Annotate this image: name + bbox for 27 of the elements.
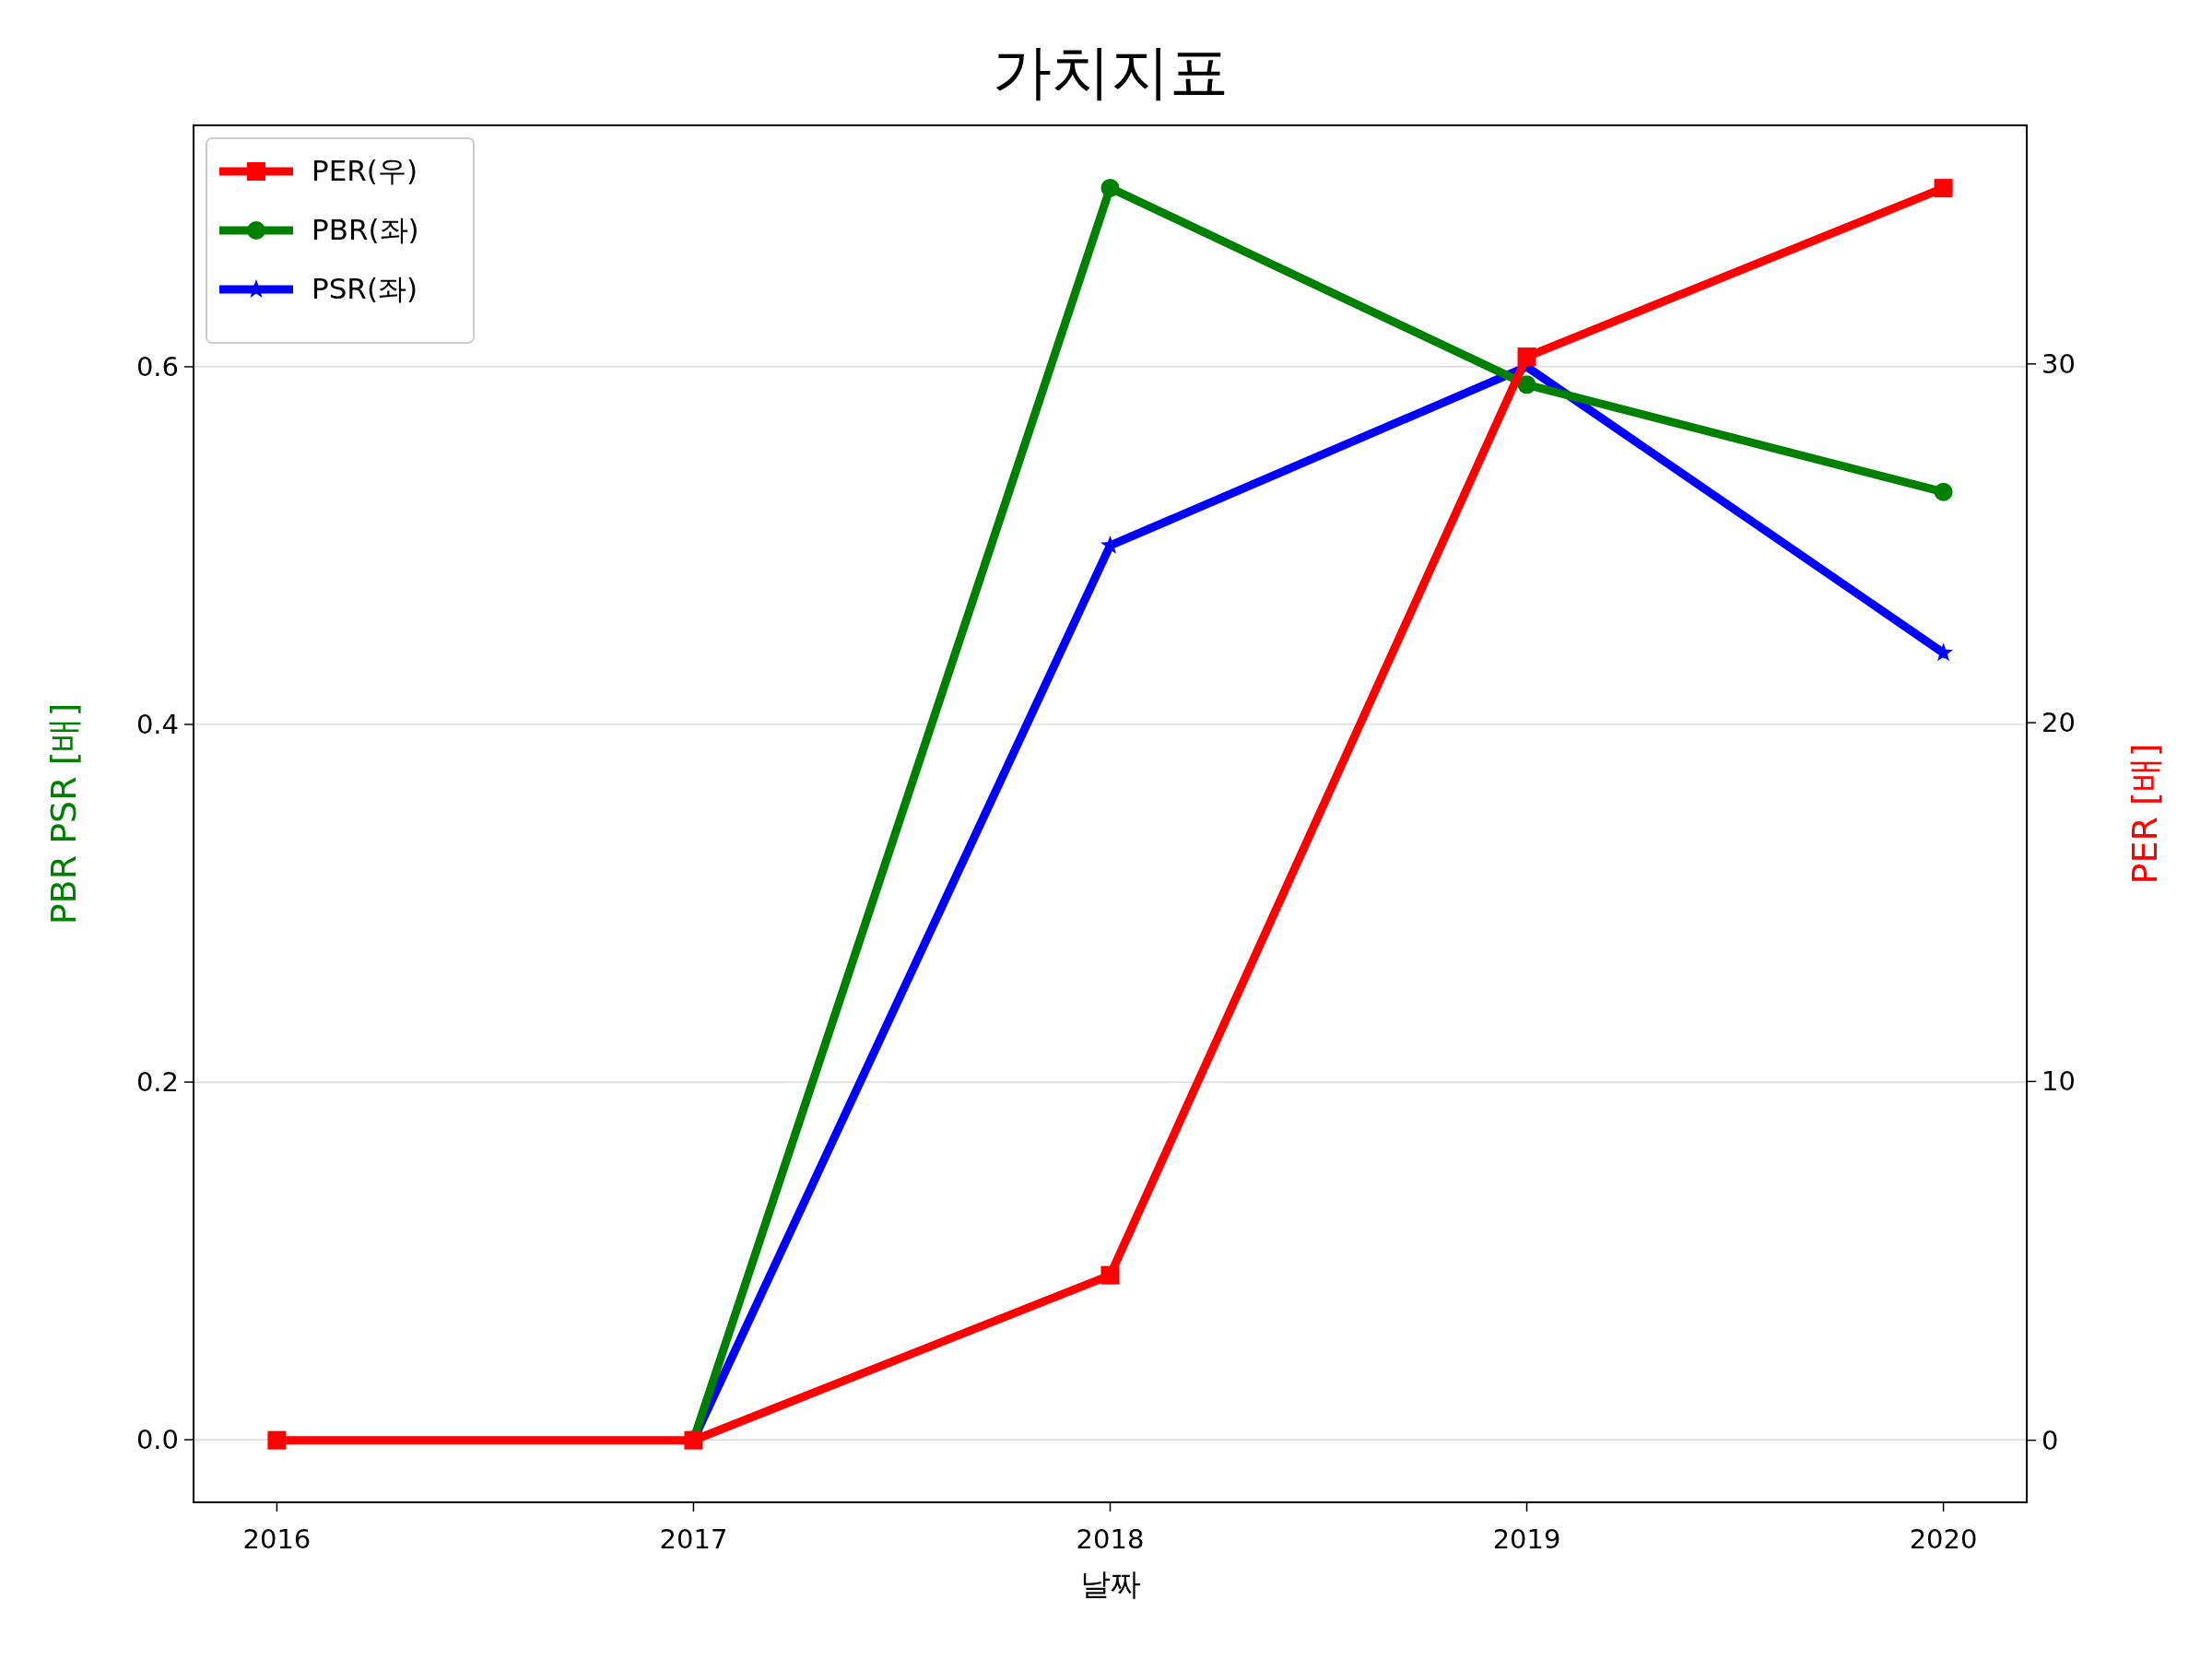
point	[267, 1430, 287, 1450]
y2-axis-title: PER [배]	[2124, 743, 2165, 885]
point	[1517, 375, 1536, 394]
x-tick-label: 2020	[1909, 1524, 1978, 1555]
x-tick-label: 2017	[659, 1524, 728, 1555]
x-axis-title: 날짜	[1079, 1566, 1141, 1602]
legend-label: PSR(좌)	[312, 272, 418, 305]
point	[1934, 482, 1953, 501]
y2-tick-label: 0	[2041, 1424, 2059, 1456]
x-tick-label: 2018	[1076, 1524, 1145, 1555]
y2-tick-label: 20	[2041, 707, 2076, 739]
y-tick-label: 0.0	[135, 1424, 179, 1456]
x-tick-label: 2019	[1492, 1524, 1561, 1555]
point	[1934, 179, 1953, 198]
y-tick-label: 0.2	[135, 1066, 179, 1099]
legend-label: PBR(좌)	[312, 213, 419, 246]
point	[1100, 1265, 1120, 1285]
point	[1517, 347, 1536, 367]
y2-tick-label: 10	[2041, 1065, 2076, 1098]
x-tick-label: 2016	[242, 1524, 312, 1555]
chart-title: 가치지표	[992, 38, 1229, 106]
y-tick-label: 0.4	[135, 708, 179, 740]
point	[1100, 178, 1120, 197]
y2-tick-label: 30	[2041, 347, 2076, 380]
y-axis-title: PBR PSR [배]	[43, 702, 84, 925]
legend-label: PER(우)	[312, 154, 418, 187]
y-tick-label: 0.6	[135, 350, 179, 382]
